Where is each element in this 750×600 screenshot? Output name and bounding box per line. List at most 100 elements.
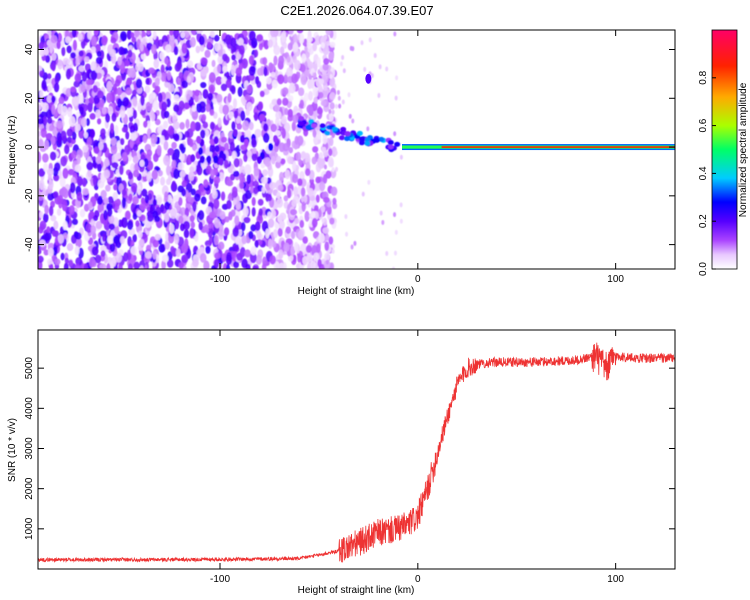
heatmap-cell [38,248,42,255]
snr-y-tick-label: 4000 [24,397,35,420]
heatmap-cell [393,31,397,37]
heatmap-cell [350,244,354,250]
heatmap-cell [94,146,100,155]
heatmap-cell [245,189,252,200]
heatmap-cell [301,53,307,63]
heatmap-cell [56,120,63,129]
heatmap-cell [248,66,256,76]
heatmap-cell [338,135,345,141]
heatmap-cell [304,51,310,59]
heatmap-cell [257,101,263,112]
heatmap-cell [101,107,107,115]
heatmap-cell [179,151,185,162]
heatmap-cell [186,76,192,83]
heatmap-cell [213,155,219,164]
heatmap-cell [117,98,122,108]
heatmap-cell [231,121,236,131]
heatmap-cell [38,226,44,234]
heatmap-cell [178,71,184,79]
heatmap-cell [283,122,291,133]
heatmap-cell [64,144,70,155]
heatmap-cell [123,252,129,262]
heatmap-cell [312,252,320,262]
heatmap-cell [319,123,326,129]
heatmap-cell [198,35,205,46]
heatmap-cell [156,144,162,156]
heatmap-cell [106,263,111,269]
heatmap-cell [394,141,401,147]
heatmap-cell [394,95,398,101]
heatmap-cell [83,131,89,139]
heatmap-cell [151,169,158,180]
heatmap-cell [62,57,70,66]
snr-axes: -100 0 100 1000 2000 3000 4000 5000 [24,330,675,585]
heatmap-cell [292,160,297,172]
heatmap-cell [76,191,83,202]
heatmap-cell [108,223,115,230]
heatmap-cell [261,176,268,185]
heatmap-cell [200,196,207,205]
heatmap-cell [65,68,72,80]
heatmap-cell [93,215,99,222]
heatmap-cell [206,41,212,49]
colorbar-tick-label: 0.0 [698,262,709,276]
heatmap-cell [206,155,212,164]
heatmap-cell [214,252,221,260]
heatmap-cell [280,115,287,125]
heatmap-cell [178,215,184,224]
heatmap-cell [62,167,69,179]
heatmap-cell [100,49,105,60]
heatmap-cell [226,179,234,187]
heatmap-cell [45,132,53,141]
heatmap-cell [127,220,134,231]
heatmap-cell [192,144,197,151]
heatmap-cell [209,30,215,38]
heatmap-cell [114,125,119,136]
heatmap-cell [53,191,59,198]
heatmap-cell [329,74,333,80]
heatmap-cell [283,242,290,252]
heatmap-cell [168,125,174,136]
heatmap-cell [379,210,383,216]
heatmap-cell [331,109,335,115]
heatmap-cell [328,51,335,61]
heatmap-cell [127,263,133,269]
heatmap-cell [48,205,54,217]
heatmap-cell [91,246,99,256]
heatmap-cell [60,156,67,167]
heatmap-cell [279,171,285,182]
heatmap-cell [52,246,58,256]
heatmap-cell [132,212,138,220]
heatmap-cell [73,231,79,238]
heatmap-cell [203,224,209,233]
heatmap-cell [38,255,44,263]
heatmap-cell [251,207,256,217]
heatmap-cell [341,99,345,105]
heatmap-cell [235,200,241,210]
heatmap-cell [216,64,222,74]
heatmap-cell [155,85,161,93]
heatmap-cell [231,150,237,160]
heatmap-cell [370,73,374,79]
heatmap-cell [132,233,137,243]
heatmap-cell [323,58,330,65]
heatmap-cell [256,230,262,239]
heatmap-cell [150,134,158,145]
heatmap-cell [66,128,74,137]
heatmap-cell [261,263,267,269]
heatmap-cell [75,56,80,67]
snr-y-tick-label: 5000 [24,357,35,380]
heatmap-cell [194,89,200,97]
heatmap-cell [344,214,348,220]
heatmap-cell [211,59,216,68]
heatmap-cell [195,30,203,34]
heatmap-cell [300,75,307,86]
heatmap-cell [140,52,147,60]
heatmap-cell [50,35,58,44]
heatmap-cell [92,159,97,168]
heatmap-cell [66,243,74,252]
heatmap-cell [250,224,257,232]
heatmap-cell [138,134,145,143]
heatmap-cell [71,150,77,159]
